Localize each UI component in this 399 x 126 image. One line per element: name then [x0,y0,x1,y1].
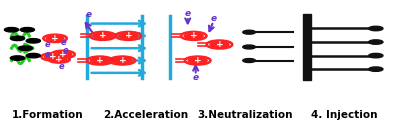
Text: 4. Injection: 4. Injection [311,110,377,120]
Text: e: e [44,40,50,49]
Circle shape [93,33,112,39]
Text: e: e [44,50,50,59]
Text: 3.Neutralization: 3.Neutralization [198,110,293,120]
Circle shape [113,58,132,64]
Text: +: + [119,56,126,65]
Circle shape [119,33,138,39]
Circle shape [26,39,40,43]
Circle shape [243,59,255,62]
Circle shape [369,67,383,71]
Text: e: e [59,62,65,71]
Text: e: e [210,14,217,23]
Text: +: + [194,56,201,65]
Circle shape [46,36,64,41]
Text: +: + [51,34,59,43]
Circle shape [369,26,383,31]
Text: +: + [55,55,63,64]
Circle shape [26,53,40,58]
Circle shape [4,27,19,32]
Text: +: + [215,40,223,49]
Circle shape [90,58,109,64]
Text: 1.Formation: 1.Formation [11,110,83,120]
Text: +: + [190,31,198,40]
Circle shape [210,42,229,48]
Bar [302,14,311,80]
Circle shape [51,57,67,62]
Text: e: e [193,73,199,82]
Text: +: + [49,52,57,61]
Text: e: e [63,46,69,55]
Circle shape [10,56,25,60]
Text: +: + [124,31,132,40]
Circle shape [20,27,34,32]
Text: +: + [99,31,107,40]
Circle shape [369,40,383,44]
Circle shape [188,58,207,64]
Text: e: e [86,10,92,19]
Text: e: e [60,38,66,46]
Text: e: e [185,9,191,18]
Circle shape [18,46,33,50]
Text: 2.Acceleration: 2.Acceleration [104,110,189,120]
Circle shape [54,52,72,57]
Circle shape [184,33,203,39]
Text: +: + [96,56,104,65]
Circle shape [243,45,255,49]
Circle shape [243,30,255,34]
Text: +: + [59,50,67,59]
Circle shape [44,54,62,60]
Circle shape [10,36,25,41]
Circle shape [369,53,383,58]
